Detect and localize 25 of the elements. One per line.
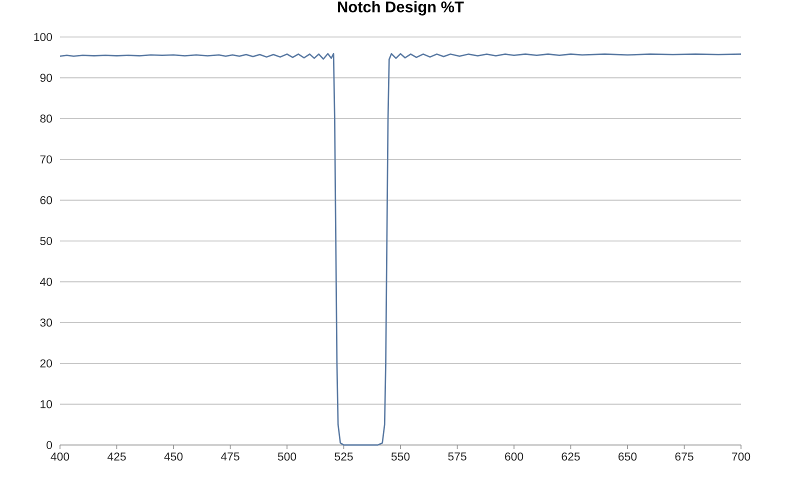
y-tick-label: 20 bbox=[40, 359, 52, 368]
x-tick-label: 425 bbox=[107, 452, 126, 461]
x-tick-label: 525 bbox=[334, 452, 353, 461]
chart-title: Notch Design %T bbox=[338, 1, 464, 16]
x-tick-label: 675 bbox=[675, 452, 694, 461]
y-tick-label: 90 bbox=[40, 74, 52, 82]
y-tick-label: 10 bbox=[40, 400, 52, 408]
x-tick-label: 650 bbox=[618, 452, 637, 461]
y-tick-label: 40 bbox=[40, 278, 52, 286]
x-tick-label: 700 bbox=[732, 452, 750, 461]
x-tick-label: 575 bbox=[448, 452, 466, 461]
y-tick-label: 0 bbox=[46, 440, 52, 450]
y-tick-label: 50 bbox=[40, 236, 52, 246]
x-tick-label: 450 bbox=[164, 452, 183, 461]
y-tick-label: 60 bbox=[40, 196, 52, 204]
y-tick-label: 30 bbox=[40, 318, 52, 327]
x-tick-label: 600 bbox=[505, 452, 524, 461]
x-tick-label: 400 bbox=[50, 452, 70, 461]
x-tick-label: 475 bbox=[220, 452, 240, 461]
x-tick-label: 550 bbox=[391, 452, 410, 461]
x-tick-label: 500 bbox=[278, 452, 296, 461]
x-tick-label: 625 bbox=[562, 452, 580, 461]
y-tick-label: 80 bbox=[40, 114, 52, 123]
y-tick-label: 100 bbox=[34, 32, 52, 42]
y-tick-label: 70 bbox=[40, 155, 52, 164]
